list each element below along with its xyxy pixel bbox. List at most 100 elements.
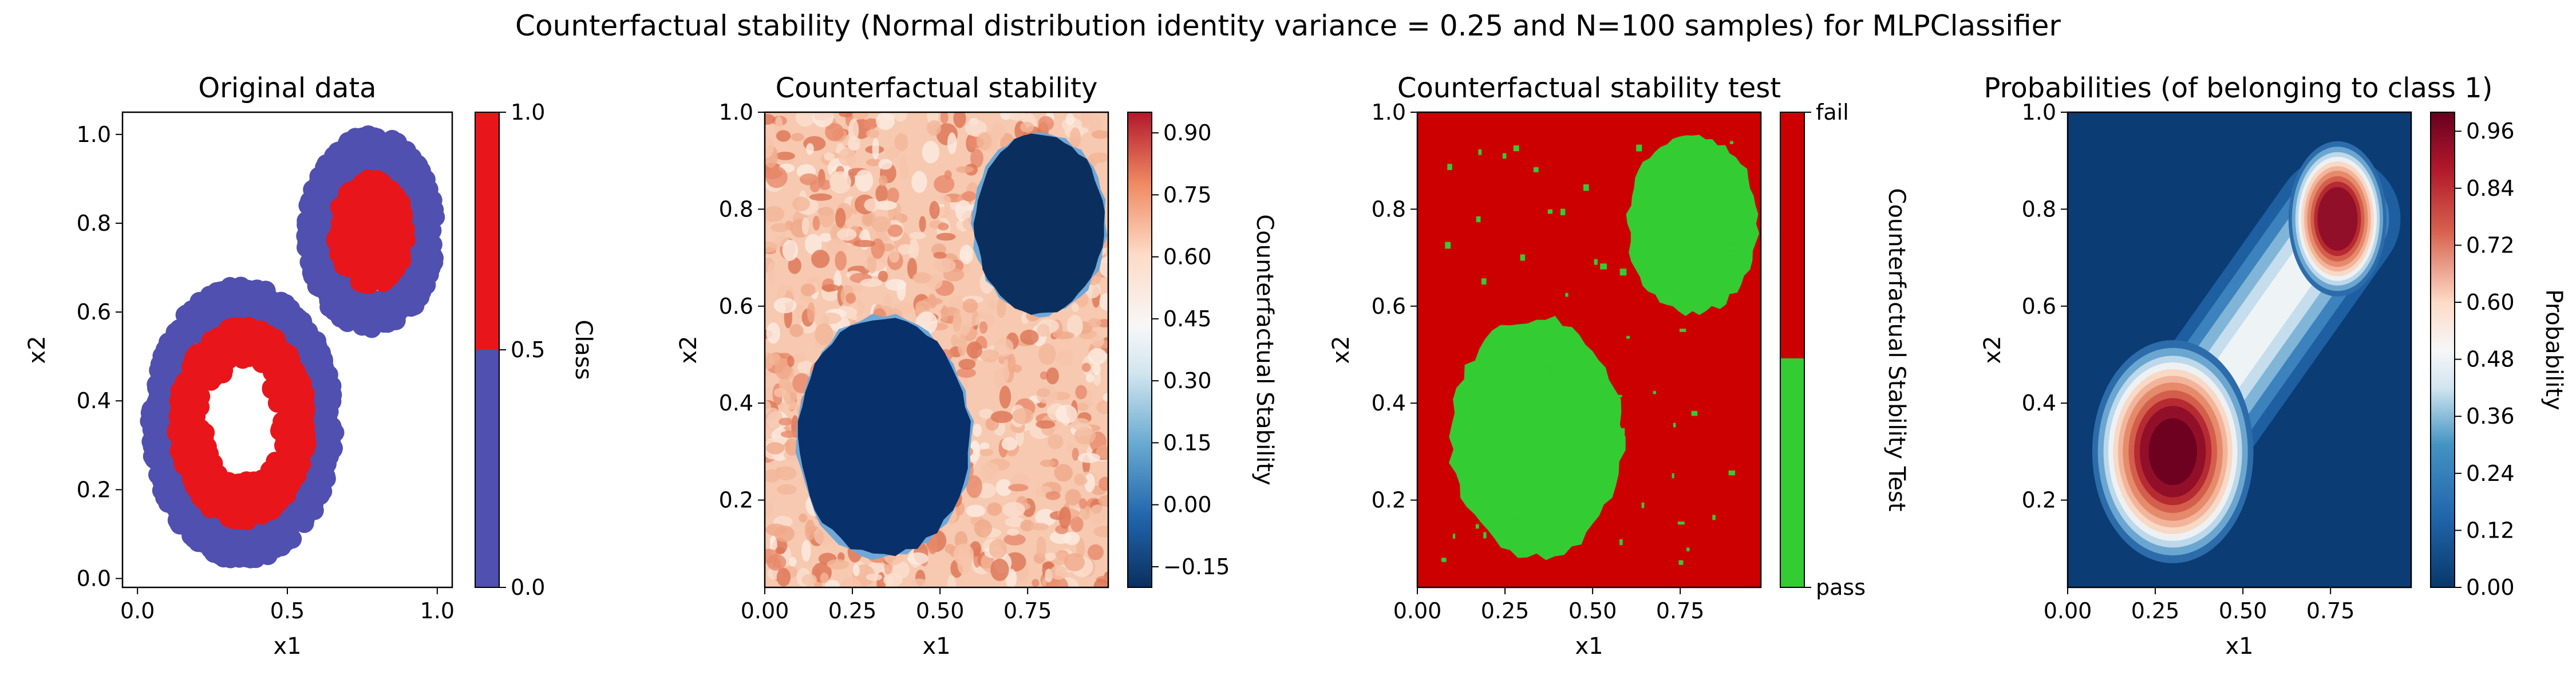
stability-texture-blob: [1002, 502, 1025, 518]
x-tick-label: 0.75: [1003, 598, 1052, 623]
stability-texture-blob: [1020, 329, 1039, 345]
stability-texture-blob: [989, 539, 1007, 559]
pass-speck: [1638, 232, 1643, 239]
panel1-ylabel: x2: [24, 335, 50, 364]
colorbar-tick-label: 0.75: [1163, 182, 1212, 207]
stability-texture-blob: [765, 469, 781, 483]
stability-texture-blob: [805, 234, 822, 255]
stability-texture-blob: [1093, 362, 1101, 376]
pass-speck: [1729, 141, 1733, 144]
stability-texture-blob: [1020, 121, 1034, 133]
panel4-axes-frame: [2067, 111, 2412, 589]
panel4-xlabel: x1: [2225, 633, 2253, 660]
stability-texture-blob: [959, 244, 974, 264]
pass-speck: [1591, 481, 1598, 486]
scatter-point-class-0: [256, 281, 276, 301]
stability-texture-blob: [818, 179, 832, 190]
scatter-point-class-0: [167, 510, 187, 530]
panel1-colorbar-class1: [475, 112, 499, 350]
panel-probabilities: Probabilities (of belonging to class 1) …: [1980, 72, 2567, 660]
pass-speck: [1677, 522, 1685, 525]
stability-texture-blob: [955, 200, 972, 222]
pass-speck: [1533, 167, 1539, 172]
scatter-point-class-0: [326, 270, 346, 290]
pass-speck: [1728, 470, 1736, 476]
scatter-point-class-0: [370, 305, 390, 325]
scatter-point-class-0: [412, 196, 432, 216]
pass-speck: [1691, 410, 1698, 416]
x-tick-label: 1.0: [420, 598, 455, 623]
scatter-point-class-1: [201, 371, 221, 391]
stability-texture-blob: [945, 544, 955, 554]
stability-texture-blob: [1046, 367, 1059, 385]
stability-texture-blob: [887, 224, 903, 237]
panel2-colorbar: [1127, 112, 1152, 588]
panel4-colorbar-label: Probability: [2541, 289, 2567, 410]
panel4-ylabel: x2: [1980, 335, 2006, 364]
stability-texture-blob: [907, 258, 917, 279]
pass-speck: [1583, 184, 1589, 191]
scatter-point-class-0: [193, 529, 214, 549]
scatter-point-class-0: [163, 479, 183, 499]
scatter-point-class-1: [390, 203, 410, 223]
scatter-point-class-0: [318, 365, 338, 385]
stability-texture-blob: [933, 252, 947, 259]
stability-texture-blob: [995, 479, 1013, 496]
panel4-title: Probabilities (of belonging to class 1): [1984, 72, 2493, 104]
pass-speck: [1579, 442, 1582, 448]
stability-texture-blob: [927, 120, 942, 136]
pass-speck: [1481, 278, 1487, 285]
y-tick-label: 1.0: [1372, 100, 1406, 125]
stability-texture-blob: [987, 502, 1002, 516]
stability-texture-blob: [847, 136, 860, 151]
stability-texture-blob: [991, 123, 1006, 140]
stability-texture-blob: [947, 575, 957, 587]
panel2-ticks: 0.00 0.25 0.50 0.75 0.2 0.4 0.6 0.8 1.0: [719, 100, 1052, 623]
stability-texture-blob: [812, 112, 834, 128]
stability-texture-blob: [1088, 544, 1104, 560]
stability-texture-blob: [765, 407, 783, 431]
panel3-ylabel: x2: [1328, 335, 1354, 364]
y-tick-label: 0.6: [719, 294, 753, 319]
colorbar-tick-label: 0.96: [2466, 119, 2515, 144]
stability-texture-blob: [801, 574, 817, 586]
stability-texture-blob: [860, 278, 883, 287]
stability-texture-blob: [852, 112, 869, 120]
stability-texture-blob: [1077, 453, 1100, 463]
panel4-ticks: 0.00 0.25 0.50 0.75 0.2 0.4 0.6 0.8 1.0: [2022, 100, 2355, 623]
x-tick-label: 0.00: [2044, 598, 2092, 623]
scatter-point-class-0: [409, 156, 428, 176]
scatter-point-class-0: [333, 306, 352, 326]
pass-speck: [1678, 172, 1684, 177]
stability-texture-blob: [820, 572, 829, 583]
stability-texture-blob: [1077, 402, 1089, 411]
stability-texture-blob: [815, 323, 833, 345]
panel3-colorbar-ticks: pass fail: [1804, 100, 1866, 600]
y-tick-label: 1.0: [2022, 100, 2056, 125]
stability-texture-blob: [835, 251, 847, 271]
stability-texture-blob: [962, 298, 978, 313]
stability-texture-blob: [1008, 484, 1029, 492]
pass-speck: [1441, 558, 1447, 562]
scatter-point-class-0: [303, 493, 323, 513]
panel2-xlabel: x1: [922, 633, 950, 660]
stability-texture-blob: [1076, 538, 1085, 558]
stability-texture-blob: [973, 424, 982, 437]
pass-speck: [1452, 534, 1456, 539]
stability-texture-blob: [1038, 344, 1056, 365]
stability-texture-blob: [1006, 112, 1026, 121]
stability-texture-blob: [1045, 552, 1056, 561]
stability-texture-blob: [866, 129, 880, 139]
panel2-title: Counterfactual stability: [776, 72, 1098, 104]
stability-texture-blob: [789, 556, 797, 567]
scatter-point-class-0: [276, 531, 297, 551]
stability-texture-blob: [1064, 553, 1085, 571]
stability-texture-blob: [999, 385, 1012, 409]
stability-texture-blob: [899, 155, 907, 178]
scatter-point-class-1: [177, 410, 197, 431]
scatter-point-class-1: [260, 460, 280, 480]
stability-texture-blob: [839, 112, 854, 117]
y-tick-label: 0.4: [2022, 390, 2056, 416]
stability-texture-blob: [970, 148, 983, 168]
y-tick-label: 0.2: [2022, 488, 2056, 513]
